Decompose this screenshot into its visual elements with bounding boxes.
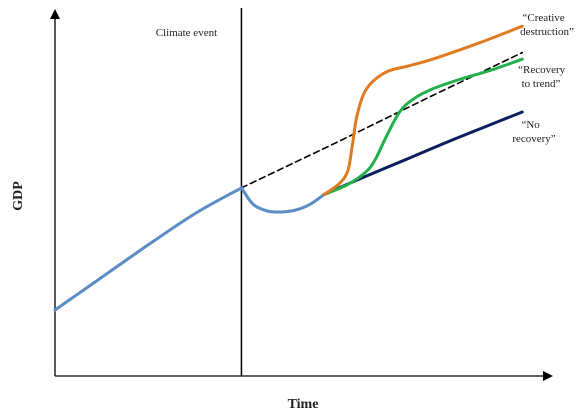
series-line-dip — [239, 186, 326, 214]
recovery-to-trend-label: “Recovery to trend” — [518, 64, 568, 90]
no-recovery-line-2: recovery” — [512, 133, 555, 145]
series-layer — [53, 24, 524, 312]
series-line-creative — [322, 24, 524, 196]
recovery-to-trend-line-1: “Recovery — [518, 64, 566, 76]
series-line-recovery — [322, 57, 524, 196]
climate-event-label: Climate event — [156, 27, 217, 39]
x-axis-label: Time — [288, 397, 319, 412]
recovery-to-trend-line-2: to trend” — [522, 78, 561, 90]
creative-destruction-label: “Creative destruction” — [520, 12, 574, 38]
y-axis-label: GDP — [11, 181, 26, 211]
creative-destruction-line-1: “Creative — [523, 12, 565, 24]
series-line-pre — [53, 186, 243, 312]
no-recovery-label: “No recovery” — [512, 119, 555, 145]
creative-destruction-line-2: destruction” — [520, 26, 574, 38]
no-recovery-line-1: “No — [521, 119, 540, 131]
